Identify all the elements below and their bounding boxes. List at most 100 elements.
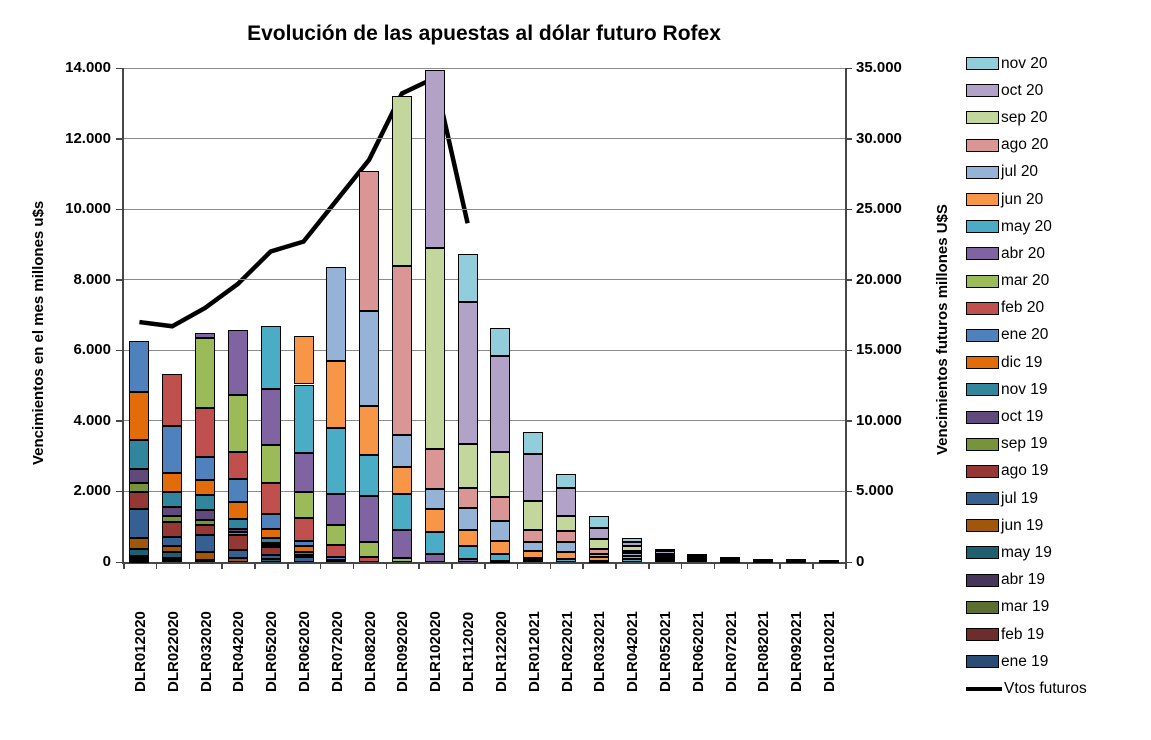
x-tick bbox=[221, 562, 223, 569]
bar-DLR072020-abr-20 bbox=[326, 493, 347, 525]
legend-item-may-19: may 19 bbox=[966, 539, 1087, 566]
legend-swatch-mar-20 bbox=[966, 274, 999, 288]
bar-DLR032021-jul-20 bbox=[588, 554, 609, 558]
right-tick bbox=[845, 561, 852, 563]
bar-DLR042021-ago-20 bbox=[621, 550, 642, 554]
bar-DLR072020-jul-20 bbox=[326, 267, 347, 361]
bar-DLR122020-nov-20 bbox=[490, 328, 511, 356]
bar-DLR032020-jul-19 bbox=[195, 534, 216, 553]
bar-DLR052020-may-20 bbox=[260, 325, 281, 390]
legend-item-dic-19: dic 19 bbox=[966, 349, 1087, 376]
bar-DLR022020-ago-19 bbox=[162, 522, 183, 537]
legend-item-abr-20: abr 20 bbox=[966, 240, 1087, 267]
gridline-14.000 bbox=[123, 67, 845, 69]
left-tick bbox=[116, 349, 123, 352]
bar-DLR062020-feb-20 bbox=[293, 517, 314, 541]
bar-DLR052020-ago-19 bbox=[260, 546, 281, 556]
legend-label: jul 19 bbox=[1001, 489, 1039, 507]
x-label-DLR012020: DLR012020 bbox=[131, 611, 149, 692]
x-label-DLR032020: DLR032020 bbox=[197, 611, 215, 692]
left-axis-tick-label: 10.000 bbox=[65, 200, 111, 218]
legend-item-ago-20: ago 20 bbox=[966, 132, 1087, 159]
x-tick bbox=[484, 562, 486, 569]
x-tick bbox=[352, 562, 355, 569]
legend-item-oct-19: oct 19 bbox=[966, 403, 1087, 430]
bar-DLR042020-jun-19 bbox=[227, 558, 248, 562]
bar-DLR012021-may-20 bbox=[523, 558, 544, 561]
x-label-DLR032021: DLR032021 bbox=[591, 611, 609, 692]
bar-DLR052021-oct-20 bbox=[654, 551, 675, 554]
x-label-DLR112020: DLR112020 bbox=[460, 611, 478, 692]
legend-label: may 20 bbox=[1001, 217, 1052, 235]
x-tick bbox=[615, 562, 617, 569]
x-tick bbox=[155, 562, 158, 569]
legend-label: sep 20 bbox=[1001, 108, 1048, 126]
right-axis-tick-label: 5.000 bbox=[856, 482, 894, 500]
bar-DLR122020-may-20 bbox=[490, 553, 511, 561]
x-label-DLR062021: DLR062021 bbox=[689, 611, 707, 692]
legend-label: nov 20 bbox=[1001, 54, 1048, 72]
bar-DLR012020-mar-19 bbox=[129, 558, 150, 561]
bar-DLR102020-jul-20 bbox=[424, 488, 445, 509]
left-axis-tick-label: 0 bbox=[102, 553, 111, 570]
x-tick bbox=[648, 562, 650, 569]
bar-DLR082020-ago-20 bbox=[359, 170, 380, 311]
legend-swatch-abr-20 bbox=[966, 247, 999, 261]
left-axis-tick-label: 8.000 bbox=[73, 270, 111, 288]
bar-DLR062020-nov-19 bbox=[293, 551, 314, 555]
left-tick bbox=[116, 279, 123, 281]
bar-DLR112020-sep-20 bbox=[457, 444, 478, 488]
bar-DLR022020-oct-19 bbox=[162, 507, 183, 517]
legend-item-ene-20: ene 20 bbox=[966, 322, 1087, 349]
bar-DLR072020-feb-20 bbox=[326, 545, 347, 557]
legend-item-nov-19: nov 19 bbox=[966, 376, 1087, 403]
legend-label: nov 19 bbox=[1001, 380, 1048, 398]
legend-item-ene-19: ene 19 bbox=[966, 648, 1087, 675]
bar-DLR102020-sep-20 bbox=[424, 247, 445, 450]
bar-DLR022020-jul-19 bbox=[162, 536, 183, 546]
bar-DLR012020-oct-19 bbox=[129, 468, 150, 484]
x-tick bbox=[287, 562, 289, 569]
x-label-DLR102020: DLR102020 bbox=[427, 611, 445, 692]
legend-item-mar-19: mar 19 bbox=[966, 594, 1087, 621]
bar-DLR112020-nov-20 bbox=[457, 254, 478, 303]
bar-DLR092020-abr-20 bbox=[391, 530, 412, 559]
left-axis-tick-label: 12.000 bbox=[65, 129, 111, 147]
left-axis-tick-label: 2.000 bbox=[73, 482, 111, 500]
bar-DLR042020-oct-19 bbox=[227, 528, 248, 532]
x-tick bbox=[680, 562, 683, 569]
legend-item-vtos-futuros: Vtos futuros bbox=[966, 675, 1087, 702]
bar-DLR042021-nov-20 bbox=[621, 538, 642, 542]
bar-DLR052020-ene-20 bbox=[260, 513, 281, 530]
bar-DLR022021-oct-20 bbox=[556, 487, 577, 517]
bar-DLR022021-jun-20 bbox=[556, 551, 577, 560]
bar-DLR032021-ago-20 bbox=[588, 549, 609, 555]
x-tick bbox=[713, 562, 716, 569]
bar-DLR032020-ago-19 bbox=[195, 524, 216, 535]
x-label-DLR072021: DLR072021 bbox=[722, 611, 740, 692]
bar-DLR032021-oct-20 bbox=[588, 527, 609, 540]
bar-DLR032020-nov-19 bbox=[195, 494, 216, 510]
bar-DLR092020-sep-20 bbox=[391, 96, 412, 267]
right-axis-tick-label: 20.000 bbox=[856, 270, 902, 288]
bar-DLR022021-sep-20 bbox=[556, 516, 577, 532]
bar-DLR062021-nov-20 bbox=[687, 554, 708, 557]
bar-DLR032020-dic-19 bbox=[195, 479, 216, 495]
bar-DLR012021-jul-20 bbox=[523, 541, 544, 551]
bar-DLR022020-jun-19 bbox=[162, 545, 183, 553]
legend-label: jun 19 bbox=[1001, 516, 1044, 534]
bar-DLR122020-jul-20 bbox=[490, 521, 511, 542]
x-tick bbox=[254, 562, 256, 569]
bar-DLR092020-mar-20 bbox=[391, 558, 412, 562]
bar-DLR082020-mar-20 bbox=[359, 541, 380, 557]
bar-DLR032020-jun-19 bbox=[195, 552, 216, 561]
legend-label: abr 20 bbox=[1001, 244, 1045, 262]
legend-label: ago 20 bbox=[1001, 136, 1049, 154]
bar-DLR092021-nov-20 bbox=[785, 559, 806, 562]
bar-DLR022021-may-20 bbox=[556, 559, 577, 562]
x-label-DLR122020: DLR122020 bbox=[492, 611, 510, 692]
right-tick bbox=[845, 420, 852, 422]
bar-DLR082020-feb-20 bbox=[359, 556, 380, 562]
bar-DLR072020-jun-20 bbox=[326, 360, 347, 429]
bar-DLR032020-abr-20 bbox=[195, 333, 216, 339]
